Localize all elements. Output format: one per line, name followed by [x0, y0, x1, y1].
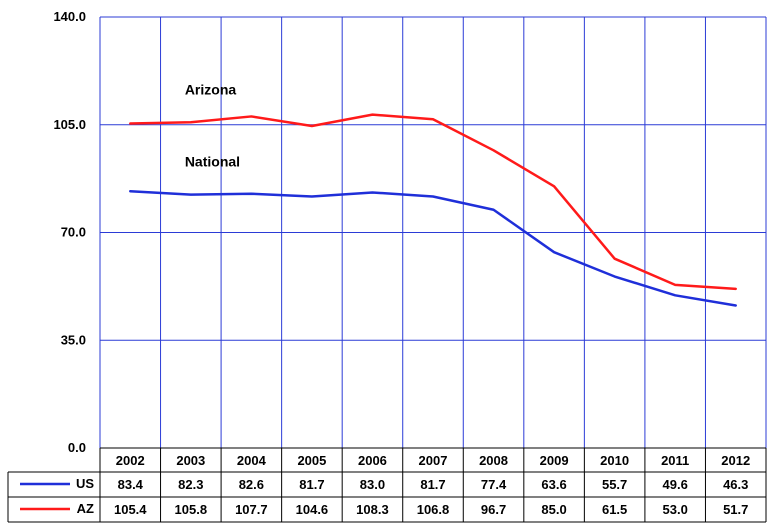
x-tick-label: 2007: [419, 453, 448, 468]
x-tick-label: 2009: [540, 453, 569, 468]
y-tick-label: 0.0: [68, 440, 86, 455]
y-tick-label: 105.0: [53, 117, 86, 132]
y-tick-label: 70.0: [61, 225, 86, 240]
x-tick-label: 2008: [479, 453, 508, 468]
series-line-us: [129, 189, 737, 307]
table-cell: 105.8: [175, 502, 208, 517]
table-cell: 104.6: [296, 502, 329, 517]
table-cell: 61.5: [602, 502, 627, 517]
x-tick-label: 2006: [358, 453, 387, 468]
table-cell: 53.0: [663, 502, 688, 517]
legend-label-az: AZ: [77, 501, 94, 516]
x-tick-label: 2004: [237, 453, 267, 468]
x-tick-label: 2011: [661, 453, 689, 468]
table-cell: 55.7: [602, 477, 627, 492]
table-cell: 46.3: [723, 477, 748, 492]
legend-label-us: US: [76, 476, 94, 491]
table-cell: 83.0: [360, 477, 385, 492]
table-cell: 77.4: [481, 477, 507, 492]
table-cell: 82.6: [239, 477, 264, 492]
y-tick-label: 35.0: [61, 332, 86, 347]
table-cell: 106.8: [417, 502, 450, 517]
table-cell: 83.4: [118, 477, 144, 492]
series-label-us: National: [185, 154, 240, 170]
series-labels: National Arizona: [185, 81, 240, 169]
x-tick-label: 2012: [721, 453, 750, 468]
table-cell: 85.0: [541, 502, 566, 517]
data-table: 2002 2003 2004 2005 2006 2007 2008 2009 2010 2011…: [7, 447, 767, 523]
table-cell: 82.3: [178, 477, 203, 492]
table-cell: 63.6: [541, 477, 566, 492]
table-cell: 108.3: [356, 502, 389, 517]
y-tick-label: 140.0: [53, 9, 86, 24]
table-cell: 51.7: [723, 502, 748, 517]
series-line-az: [129, 113, 737, 291]
series-lines: [129, 113, 737, 307]
table-cell: 105.4: [114, 502, 147, 517]
y-axis-ticks: 140.0 105.0 70.0 35.0 0.0: [53, 9, 86, 455]
table-cell: 81.7: [299, 477, 324, 492]
table-cell: 81.7: [420, 477, 445, 492]
table-cell: 49.6: [663, 477, 688, 492]
x-tick-label: 2003: [176, 453, 205, 468]
x-tick-label: 2002: [116, 453, 145, 468]
table-cell: 96.7: [481, 502, 506, 517]
x-tick-label: 2010: [600, 453, 629, 468]
table-cell: 107.7: [235, 502, 268, 517]
x-tick-label: 2005: [297, 453, 326, 468]
series-label-az: Arizona: [185, 81, 237, 97]
